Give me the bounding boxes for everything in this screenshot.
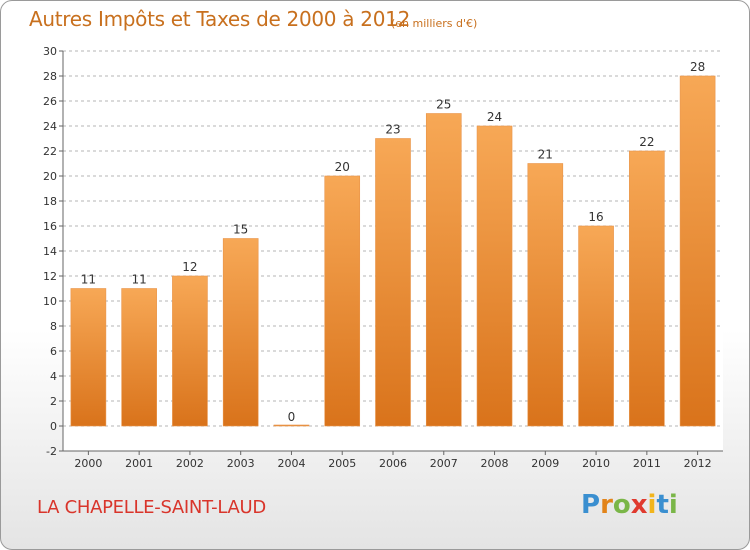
bar (679, 75, 716, 427)
logo-letter: i (647, 490, 657, 520)
x-tick-label: 2008 (481, 457, 509, 470)
bar (273, 424, 310, 427)
logo-letter: x (630, 490, 648, 520)
bar-value-label: 11 (132, 273, 147, 287)
x-tick-label: 2012 (684, 457, 712, 470)
bar-value-label: 20 (335, 160, 350, 174)
bar (222, 238, 259, 427)
bar-value-label: 22 (639, 135, 654, 149)
y-tick-label: 16 (43, 220, 57, 233)
logo-letter: i (668, 490, 678, 520)
y-tick-label: 2 (50, 395, 57, 408)
x-tick-label: 2001 (125, 457, 153, 470)
x-tick-label: 2010 (582, 457, 610, 470)
chart-subtitle: (en milliers d'€) (391, 17, 478, 30)
y-tick-label: 22 (43, 145, 57, 158)
logo-letter: r (600, 490, 613, 520)
y-tick-label: 30 (43, 45, 57, 58)
bar-value-label: 11 (81, 273, 96, 287)
bar (629, 150, 665, 427)
x-tick-label: 2000 (74, 457, 102, 470)
city-name: LA CHAPELLE-SAINT-LAUD (37, 497, 266, 518)
bar-value-label: 0 (288, 410, 296, 424)
logo-letter: o (612, 490, 631, 520)
bar (578, 225, 614, 427)
logo-letter: P (581, 490, 601, 520)
y-tick-label: 20 (43, 170, 57, 183)
x-tick-label: 2007 (430, 457, 458, 470)
bar (70, 288, 107, 427)
x-tick-label: 2002 (176, 457, 204, 470)
y-tick-label: 6 (50, 345, 57, 358)
bar (425, 113, 462, 427)
y-tick-label: 10 (43, 295, 57, 308)
bar (172, 275, 208, 427)
x-tick-label: 2004 (277, 457, 305, 470)
bar (476, 125, 513, 427)
y-tick-label: 14 (43, 245, 57, 258)
y-tick-label: 12 (43, 270, 57, 283)
y-tick-label: 28 (43, 70, 57, 83)
bar-value-label: 24 (487, 110, 502, 124)
x-tick-label: 2011 (633, 457, 661, 470)
proxiti-logo: Proxiti (581, 490, 678, 520)
bar (324, 175, 361, 427)
bar-value-label: 28 (690, 60, 705, 74)
y-tick-label: 26 (43, 95, 57, 108)
bar (527, 163, 564, 427)
bar-value-label: 21 (538, 148, 553, 162)
y-tick-label: -2 (46, 445, 57, 458)
y-tick-label: 24 (43, 120, 57, 133)
bar-value-label: 12 (182, 260, 197, 274)
bar (375, 138, 411, 427)
y-tick-label: 18 (43, 195, 57, 208)
x-tick-label: 2005 (328, 457, 356, 470)
bar-value-label: 16 (588, 210, 603, 224)
bar (121, 288, 157, 427)
x-tick-label: 2003 (227, 457, 255, 470)
x-tick-label: 2009 (531, 457, 559, 470)
bar-value-label: 15 (233, 223, 248, 237)
bar-value-label: 25 (436, 98, 451, 112)
chart-title: Autres Impôts et Taxes de 2000 à 2012 (29, 7, 410, 31)
x-tick-label: 2006 (379, 457, 407, 470)
y-tick-label: 8 (50, 320, 57, 333)
logo-letter: t (656, 490, 669, 520)
bar-value-label: 23 (385, 123, 400, 137)
y-tick-label: 0 (50, 420, 57, 433)
y-tick-label: 4 (50, 370, 57, 383)
